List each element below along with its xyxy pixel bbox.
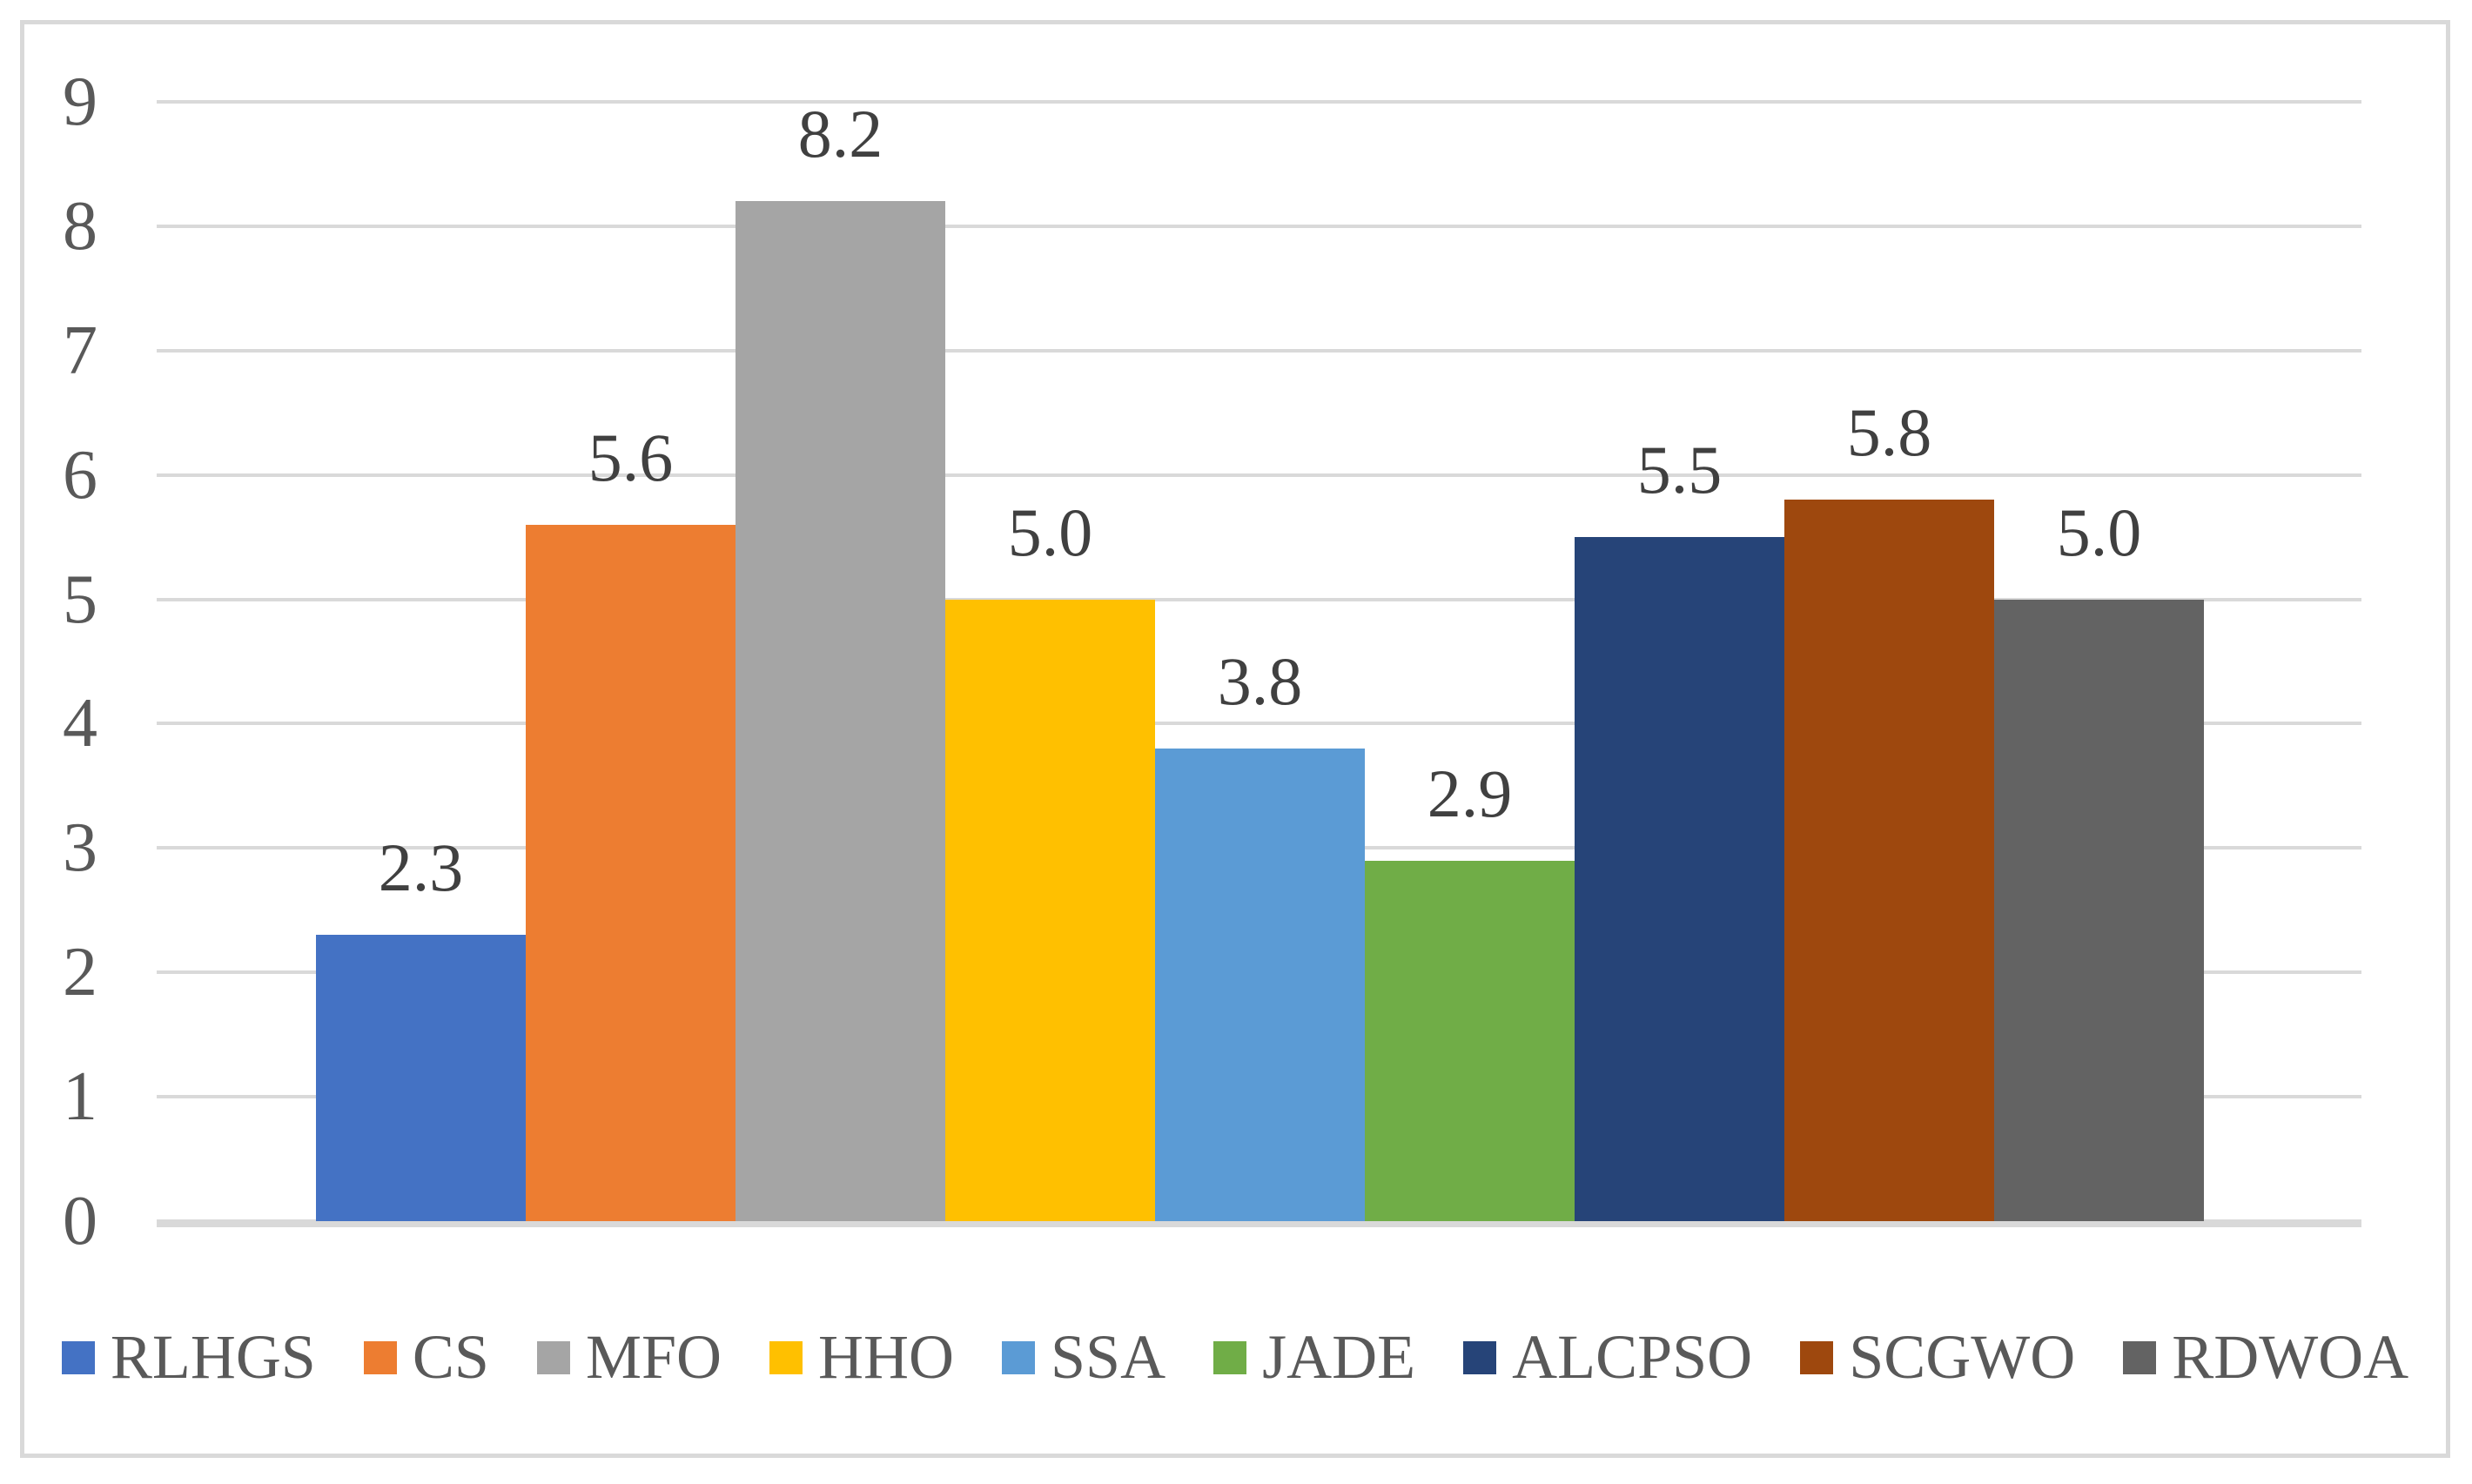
- y-tick-label-5: 5: [63, 561, 97, 638]
- gridline-9: [157, 100, 2361, 104]
- legend-swatch-ssa: [1002, 1340, 1035, 1374]
- legend-label-ssa: SSA: [1051, 1322, 1166, 1392]
- legend-label-alcpso: ALCPSO: [1512, 1322, 1753, 1392]
- legend-swatch-rlhgs: [61, 1340, 95, 1374]
- legend-label-mfo: MFO: [585, 1322, 722, 1392]
- gridline-4: [157, 722, 2361, 726]
- legend-item-scgwo: SCGWO: [1800, 1322, 2076, 1392]
- legend-label-rdwoa: RDWOA: [2172, 1322, 2409, 1392]
- y-tick-label-6: 6: [63, 436, 97, 514]
- data-label-scgwo: 5.8: [1846, 394, 1932, 470]
- bar-ssa: [1155, 749, 1365, 1221]
- gridline-8: [157, 224, 2361, 228]
- legend-item-cs: CS: [363, 1322, 489, 1392]
- data-label-cs: 5.6: [588, 420, 674, 495]
- chart-frame: 0 1 2 3 4 5 6 7 8 9 2.3 5.6 8.2 5.0 3.8 2.9 5.5 5.8 5.0 RL…: [20, 20, 2450, 1458]
- data-label-alcpso: 5.5: [1636, 432, 1723, 507]
- bar-jade: [1365, 861, 1575, 1221]
- bar-hho: [945, 600, 1155, 1221]
- legend-swatch-rdwoa: [2123, 1340, 2157, 1374]
- legend-item-alcpso: ALCPSO: [1463, 1322, 1753, 1392]
- y-tick-label-8: 8: [63, 187, 97, 265]
- legend-swatch-alcpso: [1463, 1340, 1497, 1374]
- legend-item-rdwoa: RDWOA: [2123, 1322, 2409, 1392]
- gridline-7: [157, 348, 2361, 353]
- bar-rdwoa: [1994, 600, 2204, 1221]
- gridline-6: [157, 473, 2361, 477]
- plot-area: 0 1 2 3 4 5 6 7 8 9 2.3 5.6 8.2 5.0 3.8 2.9 5.5 5.8 5.0: [63, 64, 2361, 1259]
- y-tick-label-7: 7: [63, 312, 97, 389]
- y-tick-label-9: 9: [63, 64, 97, 140]
- legend-item-ssa: SSA: [1002, 1322, 1166, 1392]
- data-label-rdwoa: 5.0: [2056, 494, 2142, 570]
- bar-mfo: [736, 201, 945, 1221]
- y-tick-label-2: 2: [63, 934, 97, 1011]
- data-label-jade: 2.9: [1427, 755, 1513, 831]
- legend-item-rlhgs: RLHGS: [61, 1322, 316, 1392]
- x-axis-line: [157, 1219, 2361, 1227]
- legend-item-hho: HHO: [769, 1322, 954, 1392]
- y-tick-label-4: 4: [63, 685, 97, 762]
- bar-cs: [526, 525, 736, 1221]
- y-tick-label-3: 3: [63, 809, 97, 887]
- legend-swatch-scgwo: [1800, 1340, 1834, 1374]
- gridline-5: [157, 597, 2361, 601]
- bar-rlhgs: [316, 935, 526, 1221]
- legend-label-cs: CS: [412, 1322, 489, 1392]
- y-tick-label-0: 0: [63, 1183, 97, 1259]
- bar-alcpso: [1575, 537, 1784, 1221]
- legend-label-scgwo: SCGWO: [1849, 1322, 2076, 1392]
- legend-item-mfo: MFO: [536, 1322, 722, 1392]
- data-label-rlhgs: 2.3: [378, 829, 464, 905]
- bar-scgwo: [1784, 500, 1994, 1221]
- legend: RLHGS CS MFO HHO SSA JADE ALCPSO SCGWO RDWOA: [24, 1322, 2446, 1392]
- legend-item-jade: JADE: [1213, 1322, 1416, 1392]
- data-label-hho: 5.0: [1007, 494, 1093, 570]
- legend-label-jade: JADE: [1262, 1322, 1416, 1392]
- y-tick-label-1: 1: [63, 1058, 97, 1136]
- legend-swatch-jade: [1213, 1340, 1247, 1374]
- legend-label-hho: HHO: [818, 1322, 954, 1392]
- legend-swatch-hho: [769, 1340, 803, 1374]
- legend-swatch-mfo: [536, 1340, 570, 1374]
- data-label-mfo: 8.2: [797, 96, 883, 171]
- data-label-ssa: 3.8: [1217, 643, 1303, 719]
- legend-swatch-cs: [363, 1340, 397, 1374]
- legend-label-rlhgs: RLHGS: [110, 1322, 316, 1392]
